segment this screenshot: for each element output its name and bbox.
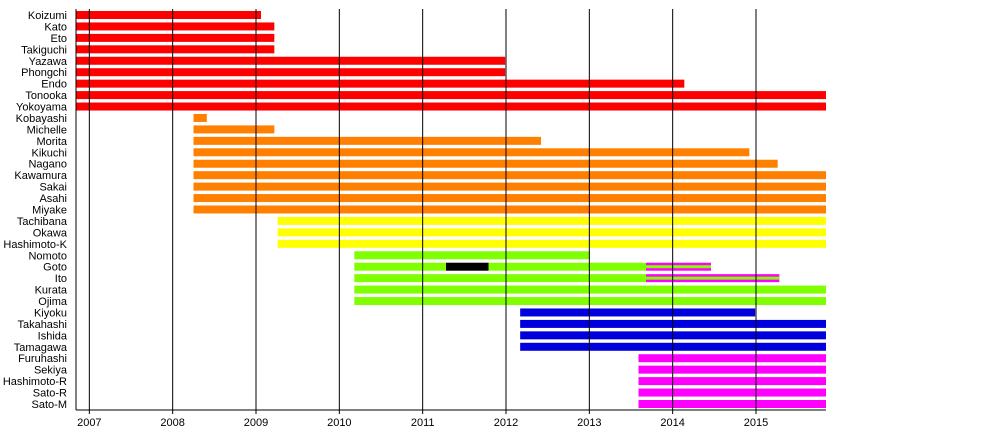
bar-segment <box>354 274 646 283</box>
bar-segment <box>76 45 275 54</box>
row-label: Tamagawa <box>14 342 68 354</box>
x-tick-label: 2013 <box>577 417 601 429</box>
row-label: Miyake <box>32 204 67 216</box>
row-label: Phongchi <box>21 67 67 79</box>
row-label: Nagano <box>28 159 67 171</box>
row-label: Asahi <box>39 193 67 205</box>
bar-segment <box>193 182 826 191</box>
row-label: Kobayashi <box>16 113 67 125</box>
row-label: Hashimoto-R <box>3 376 67 388</box>
bar-segment <box>520 308 756 317</box>
bar-segment <box>638 399 826 408</box>
bar-segment <box>193 159 778 168</box>
row-label: Kato <box>44 21 67 33</box>
row-label: Kurata <box>35 285 68 297</box>
row-label: Endo <box>41 79 67 91</box>
bar-segment <box>76 68 506 77</box>
bar-segment <box>76 102 826 111</box>
x-tick-label: 2009 <box>244 417 268 429</box>
bar-segment <box>76 91 826 100</box>
bar-segment <box>193 171 826 180</box>
x-tick-label: 2008 <box>160 417 184 429</box>
bar-segment <box>193 125 275 134</box>
row-label: Yazawa <box>29 56 68 68</box>
row-label: Okawa <box>33 227 68 239</box>
row-label: Sekiya <box>34 365 68 377</box>
bar-segment <box>638 354 826 363</box>
bar-segment <box>277 216 827 225</box>
x-tick-label: 2010 <box>327 417 351 429</box>
bar-segment <box>446 262 489 271</box>
bar-segment <box>277 239 827 248</box>
bar-segment <box>638 377 826 386</box>
bar-segment <box>76 33 275 42</box>
bar-segment <box>76 22 275 31</box>
bar-segment <box>193 148 750 157</box>
row-label: Tachibana <box>17 216 68 228</box>
row-label: Eto <box>50 33 67 45</box>
x-tick-label: 2011 <box>411 417 435 429</box>
bar-segment <box>193 194 826 203</box>
x-tick-label: 2012 <box>494 417 518 429</box>
bar-segment <box>193 205 826 214</box>
row-label: Tonooka <box>25 90 67 102</box>
bar-segment <box>76 56 506 65</box>
row-label: Ishida <box>38 330 68 342</box>
row-label: Hashimoto-K <box>3 239 67 251</box>
bar-segment <box>76 11 261 19</box>
row-label: Sato-M <box>32 399 67 411</box>
row-label: Goto <box>43 262 67 274</box>
row-label: Nomoto <box>28 250 67 262</box>
row-label: Sato-R <box>33 388 67 400</box>
bar-segment-inner <box>646 265 711 269</box>
x-tick-label: 2014 <box>660 417 684 429</box>
row-label: Takiguchi <box>21 44 67 56</box>
bar-segment <box>638 388 826 397</box>
row-label: Takahashi <box>17 319 67 331</box>
row-label: Kikuchi <box>32 147 67 159</box>
bar-segment <box>277 228 827 237</box>
row-label: Ito <box>55 273 67 285</box>
bar-segment <box>354 285 826 294</box>
x-tick-label: 2015 <box>744 417 768 429</box>
row-label: Koizumi <box>28 10 67 22</box>
row-label: Furuhashi <box>18 353 67 365</box>
bar-segment <box>193 113 207 122</box>
row-label: Morita <box>36 136 67 148</box>
row-label: Yokoyama <box>16 102 68 114</box>
row-label: Kawamura <box>14 170 67 182</box>
row-label: Michelle <box>27 124 67 136</box>
bar-segment <box>488 262 646 271</box>
bar-segment <box>354 297 826 306</box>
row-label: Ojima <box>38 296 68 308</box>
bar-segment <box>354 251 590 260</box>
bar-segment <box>354 262 446 271</box>
x-tick-label: 2007 <box>77 417 101 429</box>
bar-segment <box>638 365 826 374</box>
bar-segment <box>193 136 541 145</box>
bar-segment-inner <box>646 276 780 280</box>
row-label: Sakai <box>39 182 67 194</box>
row-label: Kiyoku <box>34 307 67 319</box>
bar-segment <box>76 79 685 88</box>
